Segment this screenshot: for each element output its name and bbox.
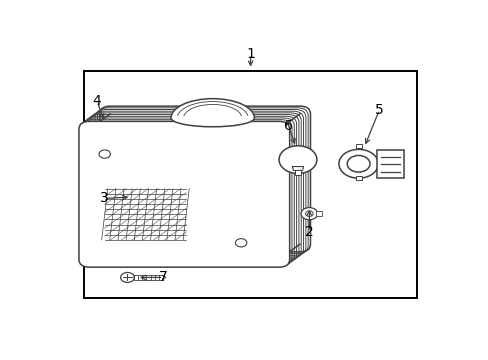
Text: 3: 3 <box>100 192 109 206</box>
Polygon shape <box>292 167 303 170</box>
Bar <box>376 150 403 177</box>
Bar <box>294 170 301 175</box>
Bar <box>316 211 322 216</box>
Bar <box>355 176 361 180</box>
Text: 5: 5 <box>374 103 383 117</box>
Circle shape <box>279 146 316 174</box>
FancyBboxPatch shape <box>79 121 289 267</box>
Bar <box>84 71 416 298</box>
Polygon shape <box>171 99 254 127</box>
Circle shape <box>121 273 134 283</box>
Text: 6: 6 <box>284 120 292 133</box>
Text: 4: 4 <box>93 94 102 108</box>
Circle shape <box>338 149 378 178</box>
Circle shape <box>346 156 369 172</box>
Text: 1: 1 <box>245 47 255 61</box>
Circle shape <box>99 150 110 158</box>
Circle shape <box>235 239 246 247</box>
FancyBboxPatch shape <box>100 106 310 252</box>
Circle shape <box>301 208 317 220</box>
Text: 7: 7 <box>159 270 167 284</box>
Bar <box>355 144 361 148</box>
Text: 2: 2 <box>305 225 313 239</box>
Circle shape <box>305 211 312 216</box>
